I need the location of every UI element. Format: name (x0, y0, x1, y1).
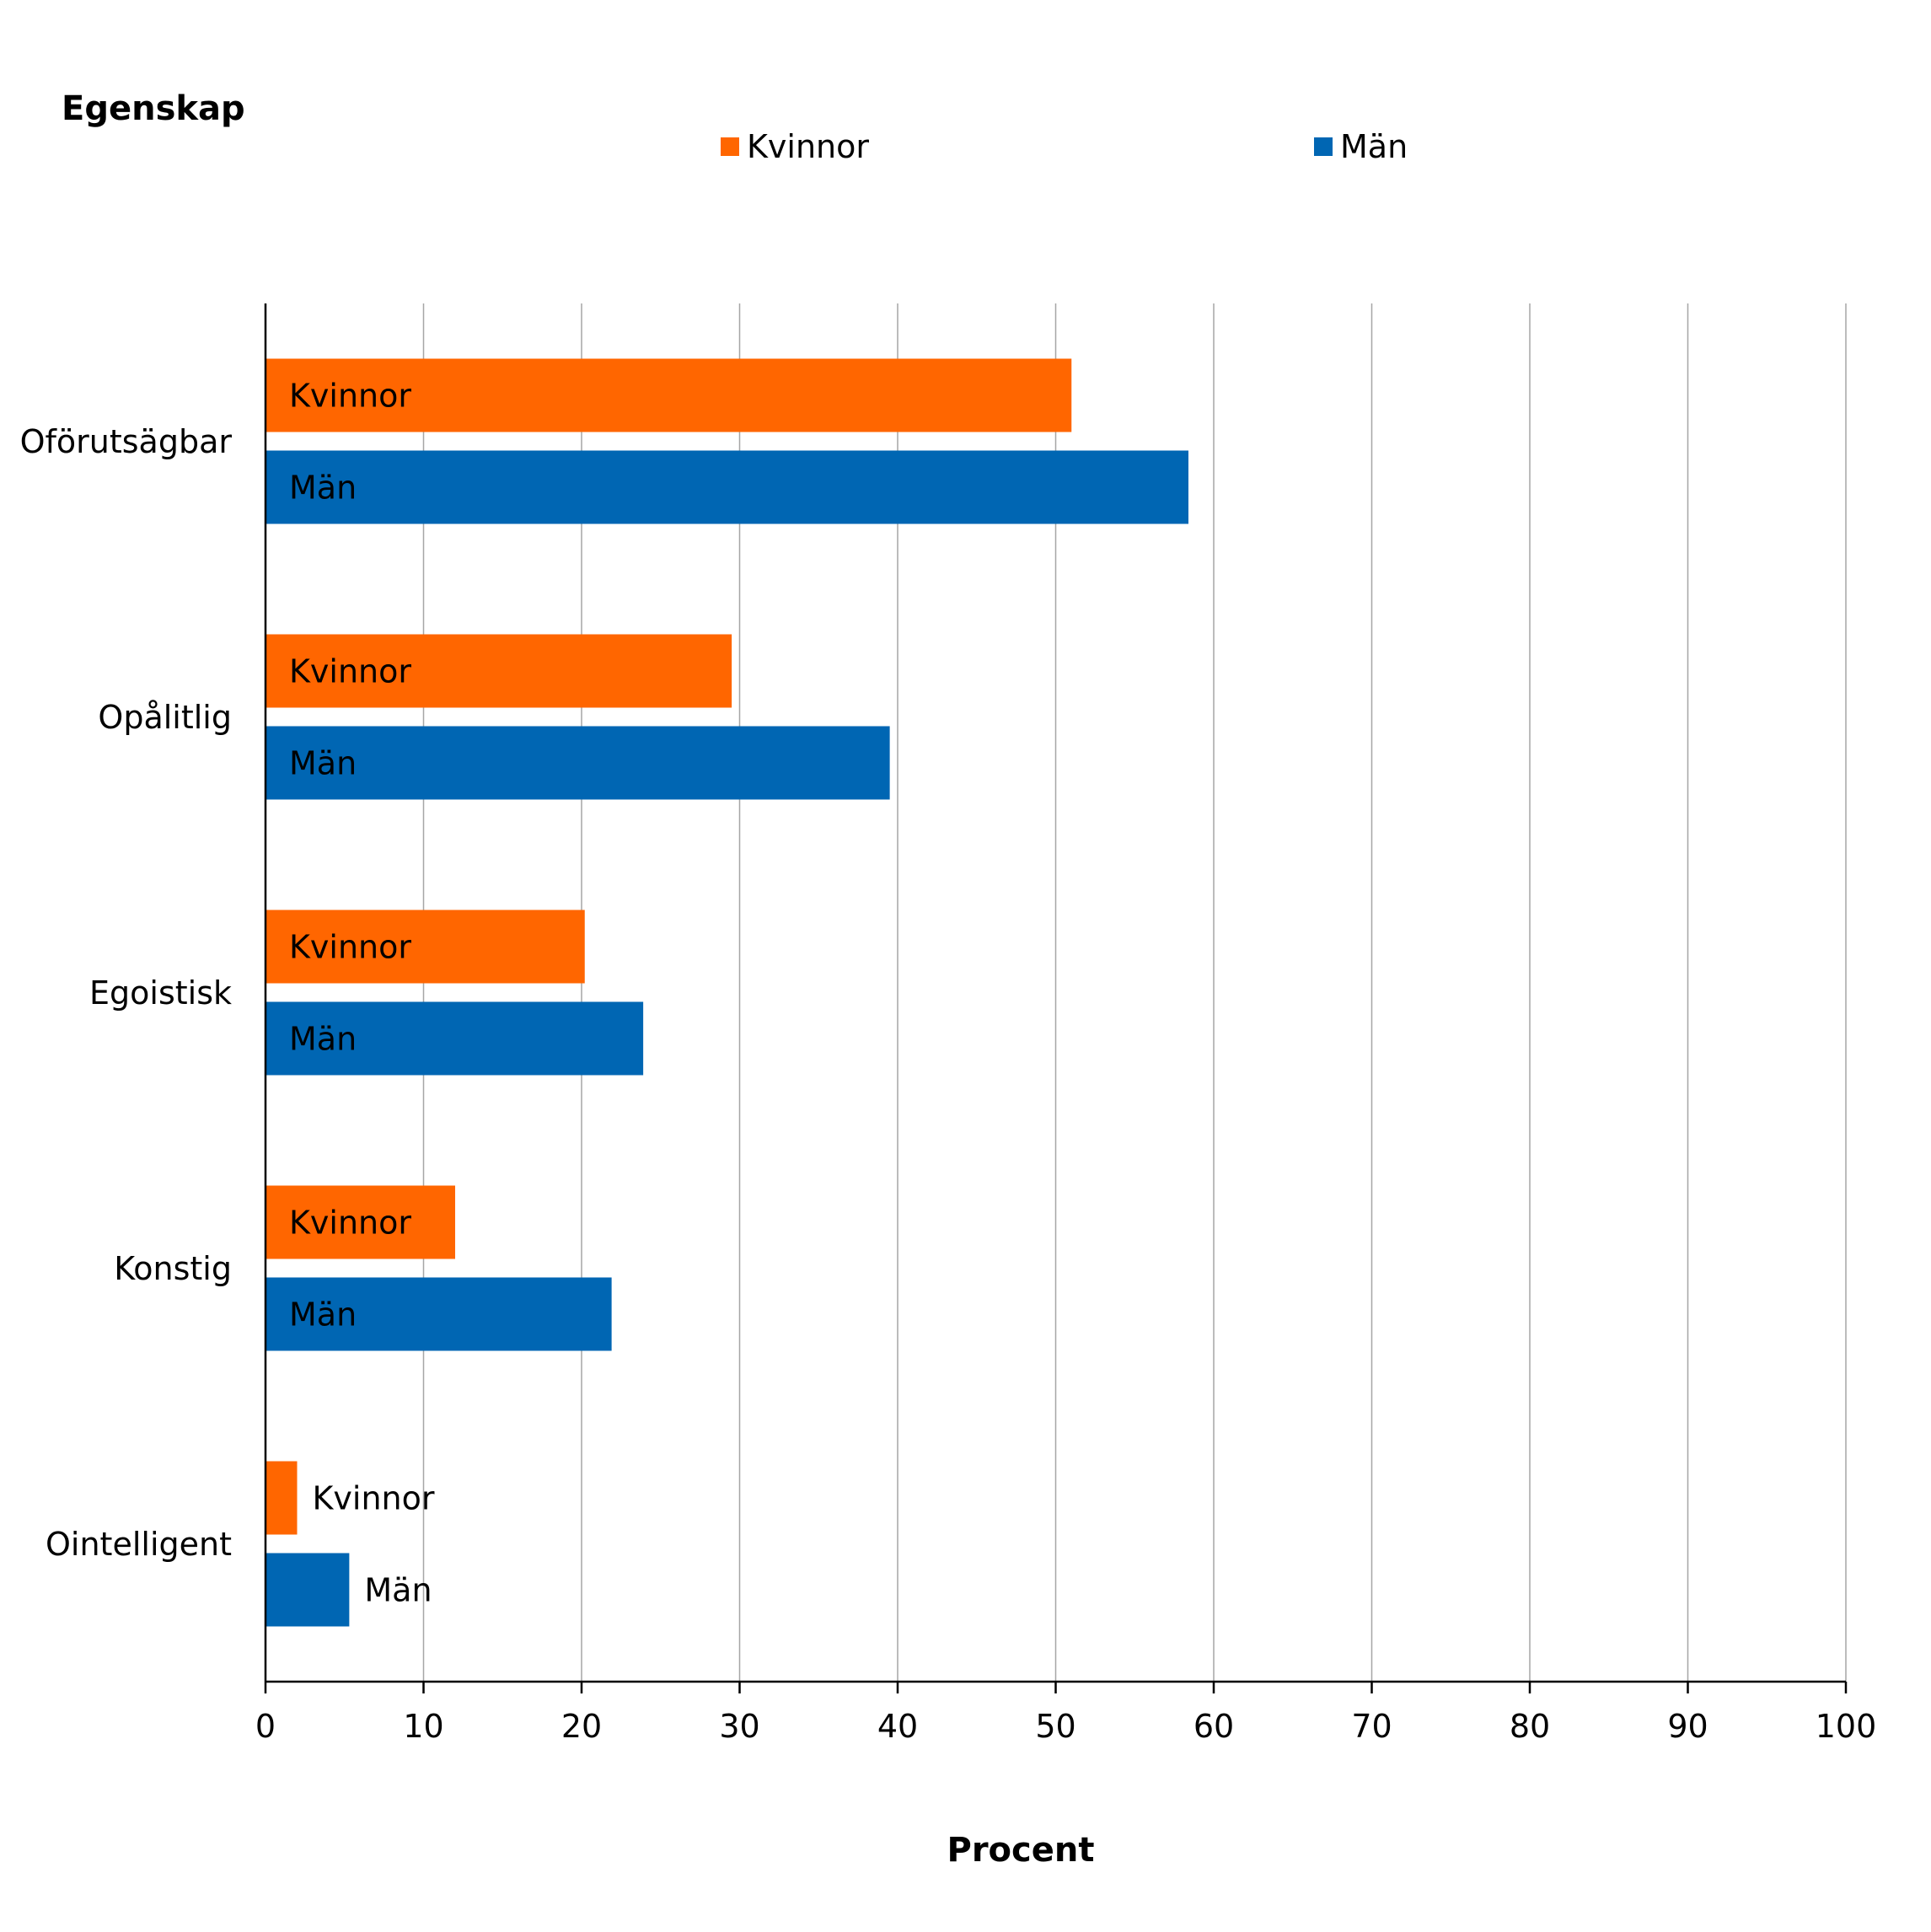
bar (266, 910, 585, 984)
bar (266, 634, 732, 708)
bar (266, 726, 890, 800)
gridlines (422, 303, 1847, 1682)
x-tick-label: 50 (1035, 1708, 1075, 1745)
axes: Oförutsägbar Opålitlig Egoistisk Konstig Oin… (20, 303, 1877, 1745)
bar-data-label: Kvinnor (289, 377, 411, 414)
x-tick-label: 80 (1510, 1708, 1550, 1745)
bar-data-label: Kvinnor (313, 1479, 435, 1516)
legend: Kvinnor Män (721, 128, 1408, 165)
x-axis-title: Procent (947, 1831, 1095, 1870)
x-tick-label: 30 (719, 1708, 759, 1745)
category-label: Ointelligent (46, 1526, 232, 1563)
x-tick-label: 10 (403, 1708, 443, 1745)
bar-data-label: Män (289, 1296, 357, 1333)
bar-data-label: Män (289, 469, 357, 506)
x-tick-label: 20 (561, 1708, 602, 1745)
bar (266, 1185, 455, 1259)
bar (266, 1277, 612, 1351)
legend-swatch (1314, 137, 1333, 156)
bar-data-label: Kvinnor (289, 928, 411, 965)
bar (266, 1461, 298, 1535)
x-tick-label: 70 (1351, 1708, 1392, 1745)
legend-swatch (721, 137, 739, 156)
bar (266, 1553, 350, 1627)
x-tick-label: 90 (1667, 1708, 1708, 1745)
y-axis-title: Egenskap (62, 89, 245, 128)
x-tick-label: 0 (255, 1708, 276, 1745)
bar-data-label: Män (364, 1571, 432, 1608)
legend-label: Kvinnor (747, 128, 869, 165)
bar-data-label: Män (289, 744, 357, 781)
category-label: Egoistisk (89, 974, 232, 1012)
bar-data-label: Män (289, 1020, 357, 1057)
bars: Kvinnor Män Kvinnor Män Kvinnor Män Kvinnor Män… (266, 358, 1188, 1627)
category-label: Opålitlig (98, 699, 232, 736)
bar (266, 358, 1072, 432)
bar (266, 1001, 644, 1076)
x-tick-label: 40 (877, 1708, 918, 1745)
category-label: Oförutsägbar (20, 423, 233, 460)
bar (266, 450, 1188, 524)
x-tick-label: 100 (1816, 1708, 1877, 1745)
legend-label: Män (1340, 128, 1408, 165)
category-label: Konstig (114, 1250, 232, 1287)
bar-data-label: Kvinnor (289, 1204, 411, 1241)
x-tick-label: 60 (1193, 1708, 1234, 1745)
bar-data-label: Kvinnor (289, 652, 411, 690)
